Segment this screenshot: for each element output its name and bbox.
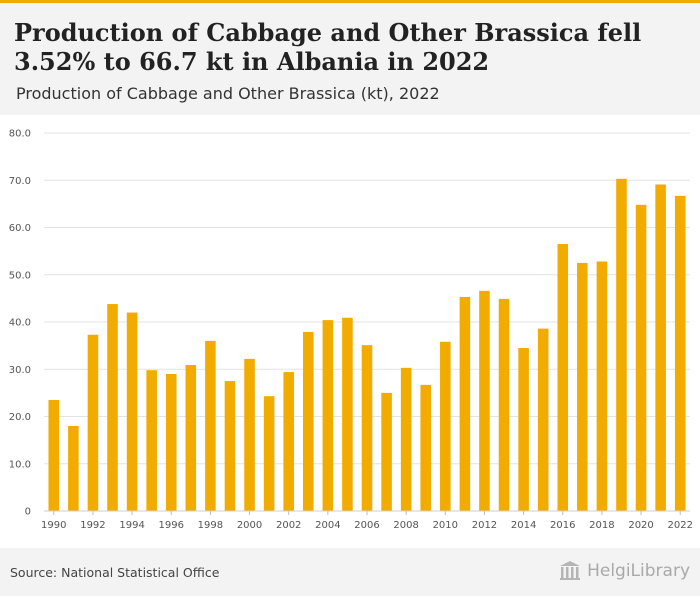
bar-2020 [635, 204, 647, 511]
bar-2021 [655, 184, 666, 511]
brand-logo: HelgiLibrary [559, 560, 690, 582]
y-tick-label: 40.0 [9, 318, 31, 329]
x-tick-label: 2016 [550, 520, 575, 531]
y-tick-label: 30.0 [9, 365, 31, 376]
bar-1992 [87, 334, 99, 511]
x-tick-label: 2014 [511, 520, 536, 531]
bar-1993 [107, 304, 118, 511]
bar-2016 [557, 244, 569, 511]
bar-2005 [342, 317, 353, 511]
bar-2001 [263, 396, 275, 511]
x-tick-label: 2004 [315, 520, 340, 531]
bar-1998 [205, 340, 216, 511]
y-tick-label: 0 [25, 507, 31, 518]
x-tick-label: 1998 [198, 520, 223, 531]
bar-2015 [537, 328, 549, 511]
bar-2004 [322, 320, 334, 511]
bar-2011 [459, 296, 471, 511]
bar-2007 [381, 392, 392, 511]
bar-2017 [577, 262, 588, 511]
bar-2008 [400, 367, 412, 511]
bar-2012 [479, 290, 490, 511]
chart-title: Production of Cabbage and Other Brassica… [14, 18, 642, 76]
bar-1997 [185, 364, 197, 511]
x-tick-label: 1996 [159, 520, 184, 531]
y-tick-label: 20.0 [9, 412, 31, 423]
bar-2018 [596, 261, 608, 511]
bar-1991 [68, 425, 79, 511]
brand-name: HelgiLibrary [587, 561, 690, 581]
x-tick-label: 2022 [667, 520, 692, 531]
bar-chart: 0 10.0 20.0 30.0 40.0 50.0 60.0 70.0 80.0 1990 199… [9, 129, 693, 532]
y-tick-label: 70.0 [9, 176, 31, 187]
bar-1994 [126, 312, 138, 511]
bar-2009 [420, 384, 432, 511]
bar-2000 [244, 358, 255, 511]
y-tick-label: 50.0 [9, 270, 31, 281]
x-tick-label: 2006 [354, 520, 379, 531]
x-tick-label: 2010 [433, 520, 458, 531]
bar-2014 [518, 347, 529, 511]
bar-1999 [224, 381, 236, 511]
bar-2019 [616, 178, 627, 511]
x-tick-label: 2002 [276, 520, 301, 531]
x-tick-label: 2020 [628, 520, 653, 531]
y-tick-label: 10.0 [9, 459, 31, 470]
bar-2002 [283, 372, 294, 511]
x-tick-label: 2018 [589, 520, 614, 531]
library-columns-icon [560, 561, 581, 580]
x-tick-label: 1994 [119, 520, 144, 531]
chart-footer: Source: National Statistical Office Helg… [0, 548, 700, 596]
bar-2003 [302, 331, 314, 511]
x-tick-label: 2012 [472, 520, 497, 531]
bar-1990 [48, 399, 60, 511]
bar-2006 [361, 345, 373, 511]
chart-subtitle: Production of Cabbage and Other Brassica… [16, 84, 440, 103]
x-tick-label: 2000 [237, 520, 262, 531]
bar-1995 [146, 370, 157, 511]
bar-1996 [165, 373, 177, 511]
chart-header: Production of Cabbage and Other Brassica… [0, 3, 700, 115]
accent-top-bar [0, 0, 700, 3]
x-tick-label: 2008 [393, 520, 418, 531]
bar-2010 [440, 341, 451, 511]
y-tick-label: 60.0 [9, 223, 31, 234]
source-note: Source: National Statistical Office [10, 565, 220, 580]
bar-2013 [498, 298, 510, 511]
x-tick-label: 1992 [80, 520, 105, 531]
bar-2022 [674, 195, 686, 511]
y-tick-label: 80.0 [9, 129, 31, 140]
x-tick-label: 1990 [41, 520, 66, 531]
